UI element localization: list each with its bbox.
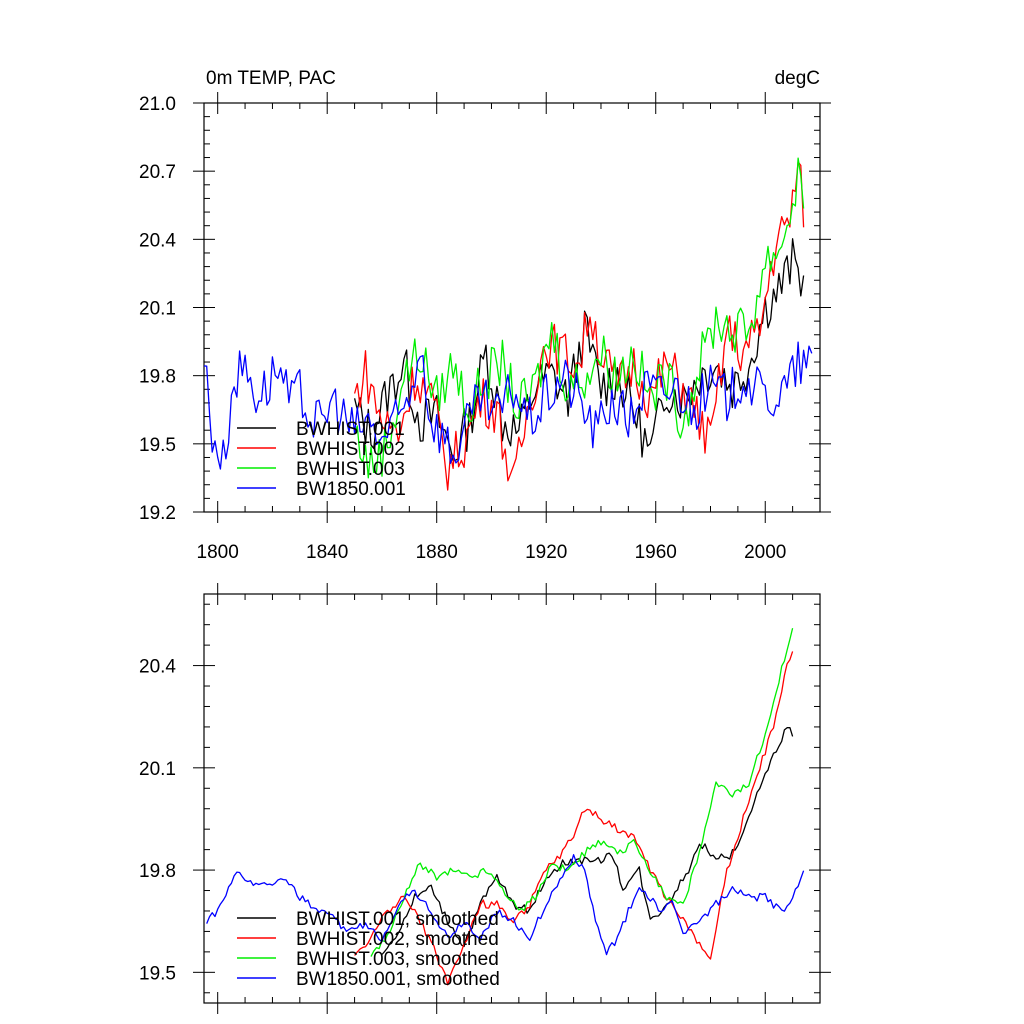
chart-title-left: 0m TEMP, PAC xyxy=(206,68,336,89)
y-tick-label: 19.8 xyxy=(139,367,176,388)
chart-panel-1: 0m TEMP, PAC degC 1800 1840 1880 1920 1960 2000… xyxy=(139,68,831,563)
y-tick-label: 20.1 xyxy=(139,299,176,320)
legend-label: BW1850.001 xyxy=(296,479,406,500)
y-tick-label: 20.7 xyxy=(139,162,176,183)
series-line-3 xyxy=(353,157,805,479)
x-tick-label: 1840 xyxy=(306,542,348,563)
chart-units-label: degC xyxy=(775,68,820,89)
x-tick-label: 2000 xyxy=(744,542,786,563)
legend-label: BWHIST.002, smoothed xyxy=(296,929,499,950)
legend-label: BWHIST.003, smoothed xyxy=(296,949,499,970)
series-line-4 xyxy=(206,854,805,956)
series-line-1 xyxy=(353,238,805,461)
legend-label: BW1850.001, smoothed xyxy=(296,969,500,990)
y-tick-label: 19.8 xyxy=(139,861,176,882)
y-tick-label: 19.5 xyxy=(139,963,176,984)
y-tick-label: 20.4 xyxy=(139,230,176,251)
y-tick-label: 20.1 xyxy=(139,759,176,780)
series-line-3 xyxy=(370,628,794,957)
legend-label: BWHIST.001 xyxy=(296,419,405,440)
series-line-4 xyxy=(204,341,813,470)
legend-label: BWHIST.001, smoothed xyxy=(296,909,499,930)
legend-label: BWHIST.003 xyxy=(296,459,405,480)
x-tick-label: 1920 xyxy=(525,542,567,563)
x-tick-label: 1800 xyxy=(197,542,239,563)
y-tick-label: 19.2 xyxy=(139,503,176,524)
y-tick-label: 20.4 xyxy=(139,657,176,678)
y-tick-label: 21.0 xyxy=(139,94,176,115)
x-tick-label: 1880 xyxy=(416,542,458,563)
series-line-2 xyxy=(354,651,794,986)
plot-frame xyxy=(203,593,821,1004)
x-tick-label: 1960 xyxy=(635,542,677,563)
series-line-1 xyxy=(381,726,794,955)
y-tick-label: 19.5 xyxy=(139,435,176,456)
legend-label: BWHIST.002 xyxy=(296,439,405,460)
